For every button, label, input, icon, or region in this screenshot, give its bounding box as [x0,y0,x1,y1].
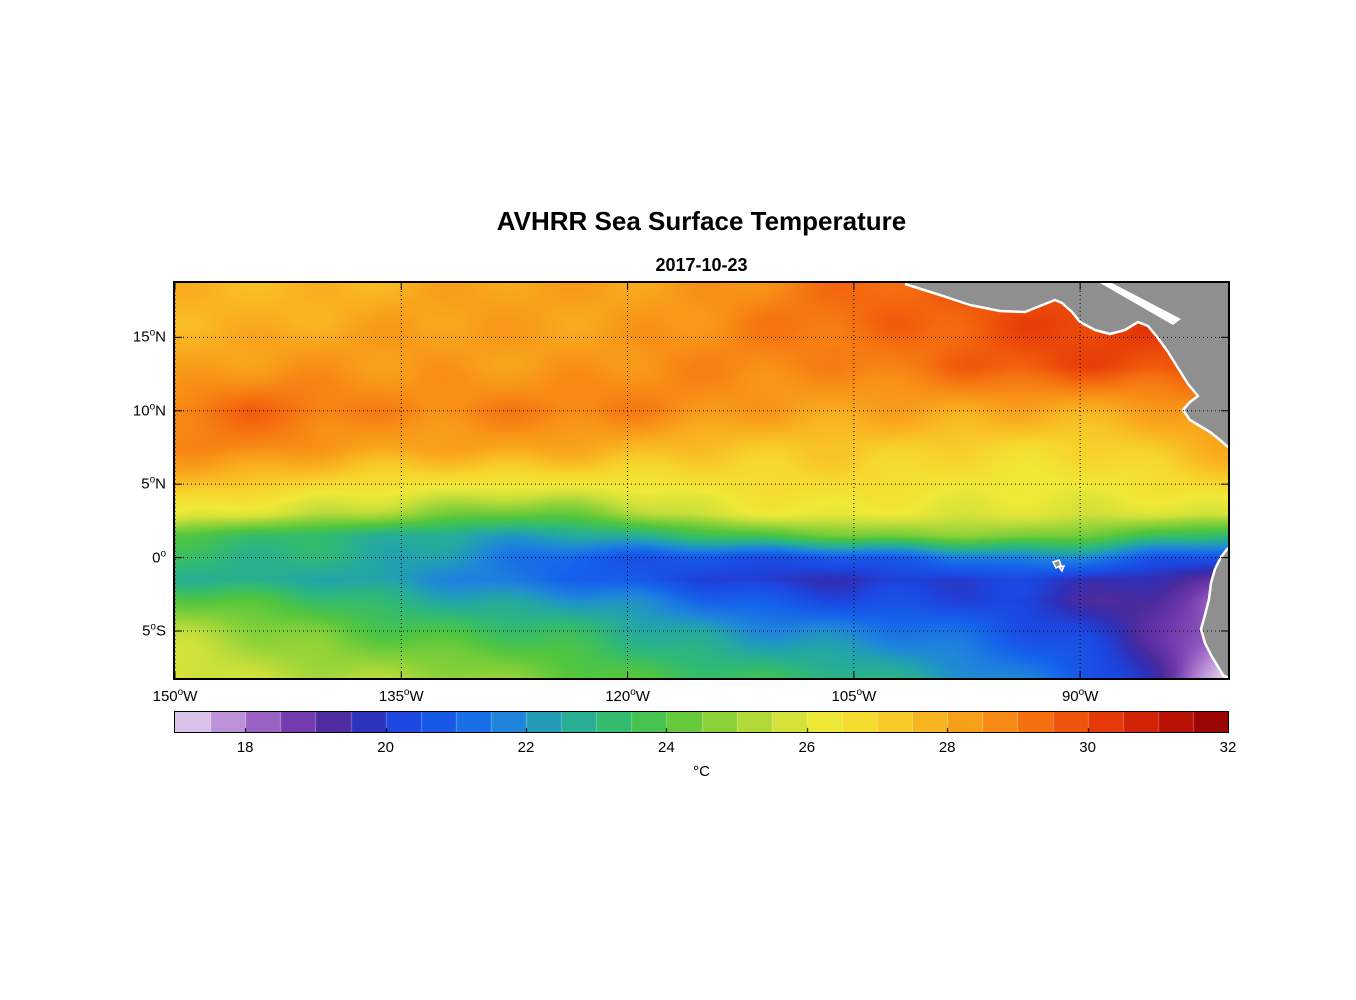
colorbar-axis: 18 20 22 24 26 28 30 32 [175,739,1237,759]
lon-tick-label: 150oW [152,687,198,705]
lon-tick-label: 90oW [1061,687,1099,705]
colorbar-tick-label: 28 [938,739,956,756]
lat-tick-label: 15oN [132,327,166,346]
central-america-coastline [904,283,1228,448]
south-america-coastline [1199,547,1228,678]
colorbar-tick-label: 30 [1079,739,1096,756]
caribbean-gap [1100,283,1181,325]
galapagos-island [1051,559,1062,570]
chart-date-subtitle: 2017-10-23 [655,255,748,275]
colorbar-tick-label: 20 [377,739,394,756]
colorbar-tick-label: 32 [1219,739,1237,756]
lat-tick-label: 0o [152,548,166,567]
colorbar-unit-label: °C [693,763,710,780]
lat-tick-label: 5oN [141,474,166,493]
colorbar-canvas [175,712,1228,732]
colorbar-tick-label: 24 [658,739,675,756]
lat-tick-label: 5oS [142,621,166,640]
colorbar-tick-label: 22 [517,739,535,756]
colorbar-tick-label: 26 [798,739,816,756]
map-plot-frame [173,281,1230,680]
lon-tick-label: 135oW [378,687,424,705]
colorbar-tick-label: 18 [236,739,254,756]
lat-tick-label: 10oN [132,401,166,420]
latitude-axis: 15oN 10oN 5oN 0o 5oS [0,283,166,678]
galapagos-island [1057,564,1066,573]
land-overlay [904,283,1228,678]
south-america-land [1201,548,1228,678]
chart-title: AVHRR Sea Surface Temperature [496,206,907,236]
central-america-land [905,283,1228,447]
lon-tick-label: 120oW [605,687,650,705]
lon-tick-label: 105oW [831,687,877,705]
grid-overlay [175,283,1228,678]
sst-map-canvas [175,283,1228,678]
colorbar-frame [174,711,1229,733]
longitude-axis: 150oW 135oW 120oW 105oW 90oW [153,687,1228,709]
